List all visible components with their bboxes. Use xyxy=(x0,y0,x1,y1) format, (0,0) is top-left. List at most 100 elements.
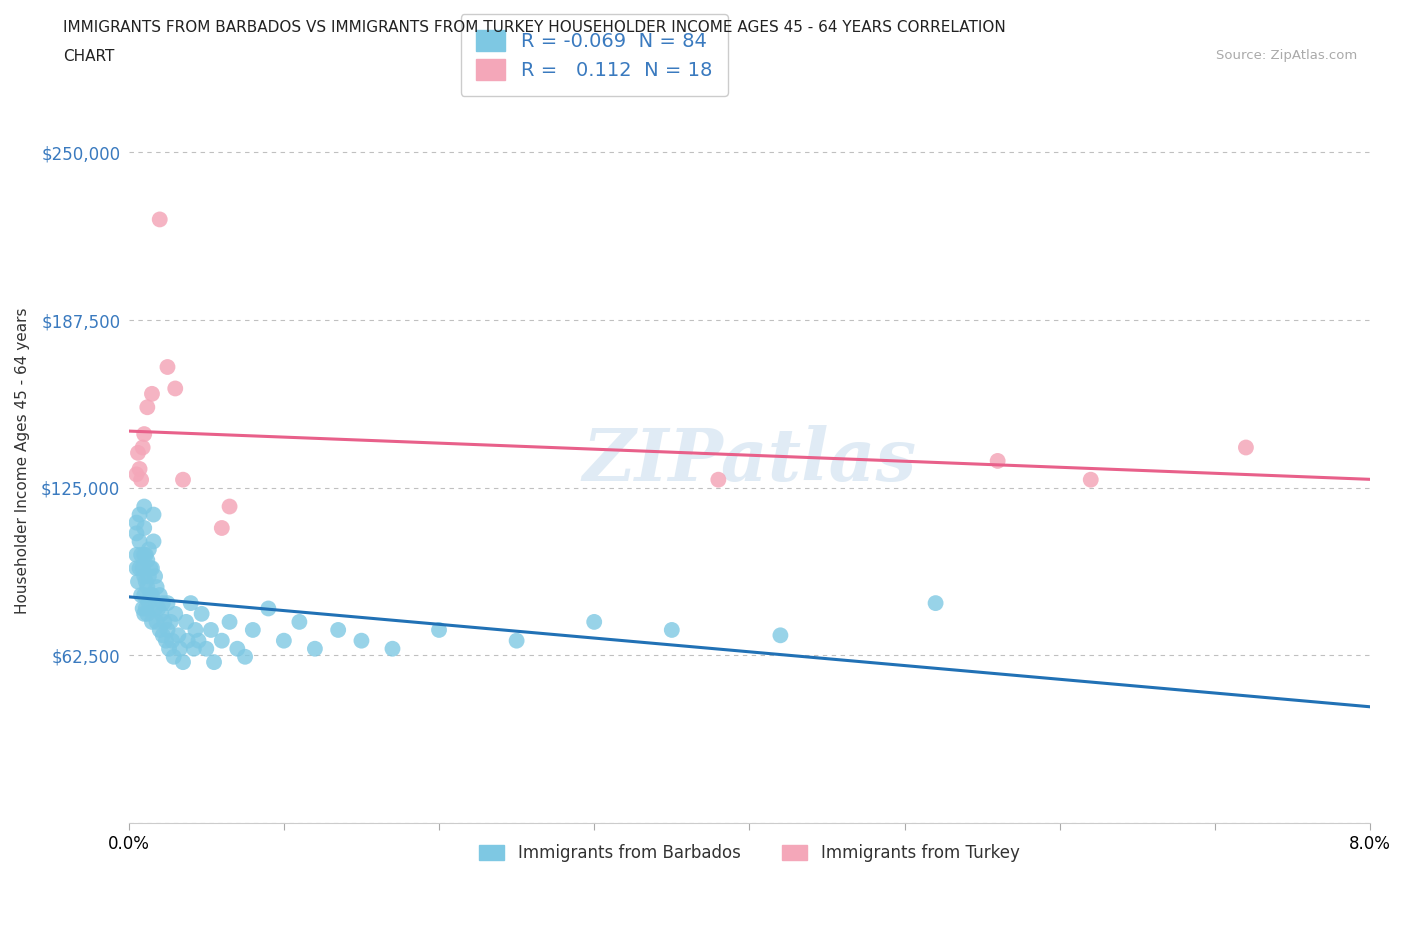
Point xyxy=(125,526,148,541)
Point xyxy=(328,622,350,637)
Y-axis label: Householder Income Ages 45 - 64 years: Householder Income Ages 45 - 64 years xyxy=(15,308,30,614)
Point xyxy=(128,561,150,576)
Point xyxy=(135,574,157,589)
Point xyxy=(142,507,165,522)
Point xyxy=(195,642,218,657)
Point xyxy=(141,386,163,401)
Point xyxy=(165,606,187,621)
Point xyxy=(141,615,163,630)
Point xyxy=(134,499,156,514)
Point xyxy=(128,461,150,476)
Point xyxy=(134,606,156,621)
Point xyxy=(149,588,172,603)
Point xyxy=(180,596,202,611)
Point xyxy=(1234,440,1257,455)
Text: ZIPatlas: ZIPatlas xyxy=(582,425,917,497)
Point xyxy=(152,596,174,611)
Point xyxy=(155,633,177,648)
Point xyxy=(288,615,311,630)
Point xyxy=(131,561,153,576)
Point xyxy=(143,569,166,584)
Text: CHART: CHART xyxy=(63,49,115,64)
Point xyxy=(138,542,160,557)
Point xyxy=(190,606,212,621)
Point xyxy=(987,454,1010,469)
Point xyxy=(769,628,792,643)
Point xyxy=(427,622,450,637)
Point xyxy=(134,569,156,584)
Point xyxy=(211,633,233,648)
Point xyxy=(141,561,163,576)
Point xyxy=(257,601,280,616)
Point xyxy=(125,561,148,576)
Point xyxy=(167,628,190,643)
Point xyxy=(707,472,730,487)
Point xyxy=(183,642,205,657)
Point xyxy=(211,521,233,536)
Point xyxy=(129,588,152,603)
Point xyxy=(138,596,160,611)
Point xyxy=(583,615,606,630)
Point xyxy=(129,548,152,563)
Point xyxy=(136,579,159,594)
Point xyxy=(149,622,172,637)
Point xyxy=(127,445,149,460)
Point xyxy=(242,622,264,637)
Point xyxy=(127,574,149,589)
Point xyxy=(134,521,156,536)
Point xyxy=(142,534,165,549)
Point xyxy=(172,655,194,670)
Point xyxy=(218,499,240,514)
Point xyxy=(165,381,187,396)
Point xyxy=(136,606,159,621)
Point xyxy=(149,212,172,227)
Point xyxy=(157,642,180,657)
Point xyxy=(350,633,373,648)
Point xyxy=(139,588,162,603)
Point xyxy=(233,649,256,664)
Text: Source: ZipAtlas.com: Source: ZipAtlas.com xyxy=(1216,49,1357,62)
Point xyxy=(156,622,179,637)
Point xyxy=(505,633,527,648)
Point xyxy=(131,601,153,616)
Point xyxy=(273,633,295,648)
Point xyxy=(135,548,157,563)
Point xyxy=(184,622,207,637)
Point xyxy=(135,601,157,616)
Point xyxy=(226,642,249,657)
Point xyxy=(139,561,162,576)
Point xyxy=(145,615,167,630)
Point xyxy=(148,601,170,616)
Point xyxy=(924,596,946,611)
Point xyxy=(125,515,148,530)
Point xyxy=(1080,472,1102,487)
Point xyxy=(125,467,148,482)
Point xyxy=(304,642,326,657)
Legend: Immigrants from Barbados, Immigrants from Turkey: Immigrants from Barbados, Immigrants fro… xyxy=(472,838,1026,870)
Point xyxy=(160,633,183,648)
Point xyxy=(153,615,176,630)
Point xyxy=(131,440,153,455)
Point xyxy=(218,615,240,630)
Point xyxy=(134,548,156,563)
Point xyxy=(125,548,148,563)
Point xyxy=(145,579,167,594)
Point xyxy=(174,615,197,630)
Point xyxy=(200,622,222,637)
Point xyxy=(152,628,174,643)
Text: IMMIGRANTS FROM BARBADOS VS IMMIGRANTS FROM TURKEY HOUSEHOLDER INCOME AGES 45 - : IMMIGRANTS FROM BARBADOS VS IMMIGRANTS F… xyxy=(63,20,1007,35)
Point xyxy=(128,507,150,522)
Point xyxy=(136,400,159,415)
Point xyxy=(661,622,683,637)
Point xyxy=(143,601,166,616)
Point xyxy=(138,569,160,584)
Point xyxy=(176,633,198,648)
Point xyxy=(150,606,173,621)
Point xyxy=(134,427,156,442)
Point xyxy=(128,534,150,549)
Point xyxy=(169,642,191,657)
Point xyxy=(134,588,156,603)
Point xyxy=(141,588,163,603)
Point xyxy=(156,596,179,611)
Point xyxy=(129,472,152,487)
